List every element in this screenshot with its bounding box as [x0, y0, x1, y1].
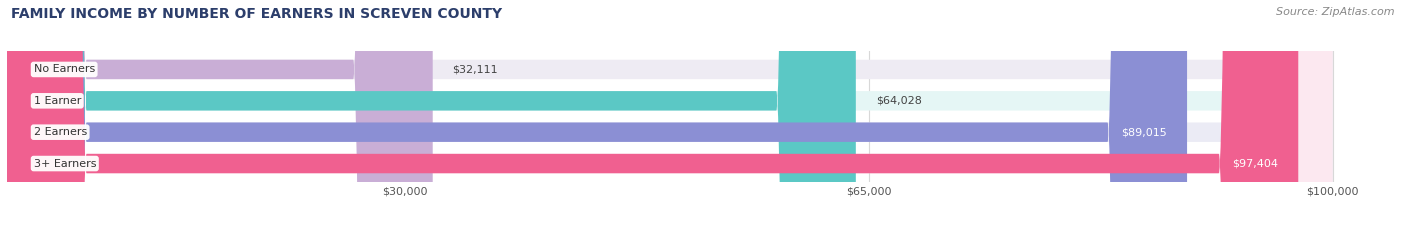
FancyBboxPatch shape [7, 0, 1333, 233]
Text: 1 Earner: 1 Earner [34, 96, 82, 106]
Text: 2 Earners: 2 Earners [34, 127, 87, 137]
FancyBboxPatch shape [7, 0, 433, 233]
Text: FAMILY INCOME BY NUMBER OF EARNERS IN SCREVEN COUNTY: FAMILY INCOME BY NUMBER OF EARNERS IN SC… [11, 7, 502, 21]
Text: $32,111: $32,111 [453, 65, 498, 75]
FancyBboxPatch shape [7, 0, 856, 233]
Text: 3+ Earners: 3+ Earners [34, 158, 96, 168]
FancyBboxPatch shape [7, 0, 1333, 233]
FancyBboxPatch shape [7, 0, 1187, 233]
Text: Source: ZipAtlas.com: Source: ZipAtlas.com [1277, 7, 1395, 17]
Text: $64,028: $64,028 [876, 96, 921, 106]
Text: $97,404: $97,404 [1233, 158, 1278, 168]
FancyBboxPatch shape [7, 0, 1298, 233]
FancyBboxPatch shape [7, 0, 1333, 233]
Text: No Earners: No Earners [34, 65, 94, 75]
FancyBboxPatch shape [7, 0, 1333, 233]
Text: $89,015: $89,015 [1122, 127, 1167, 137]
